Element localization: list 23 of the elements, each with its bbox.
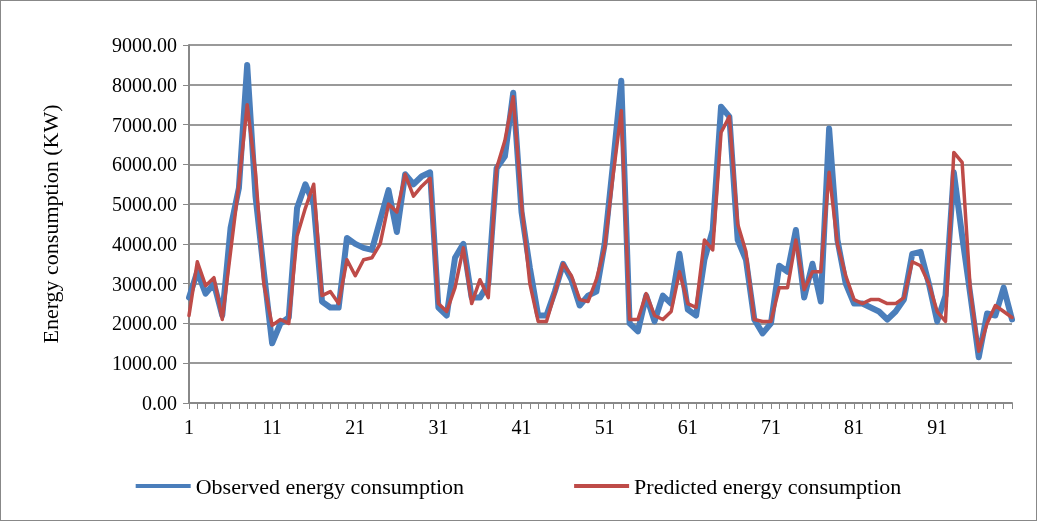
x-tick-label: 41: [511, 416, 532, 438]
y-tick-label: 1000.00: [112, 352, 177, 375]
x-tick-label: 11: [262, 416, 282, 438]
x-tick-label: 91: [927, 416, 948, 438]
y-tick-label: 2000.00: [112, 312, 177, 335]
y-tick-label: 9000.00: [112, 34, 177, 56]
legend-label: Predicted energy consumption: [634, 473, 902, 499]
x-tick-label: 81: [844, 416, 865, 438]
x-tick-label: 71: [760, 416, 781, 438]
legend-label: Observed energy consumption: [195, 473, 465, 499]
y-tick-label: 8000.00: [112, 73, 177, 96]
x-tick-label: 31: [428, 416, 449, 438]
x-tick-label: 21: [345, 416, 366, 438]
y-tick-label: 0.00: [142, 392, 177, 414]
x-tick-label: 51: [594, 416, 615, 438]
y-tick-label: 4000.00: [112, 232, 177, 255]
x-tick-label: 61: [677, 416, 698, 438]
y-axis-title: Energy consumption (KW): [37, 104, 63, 344]
y-tick-label: 6000.00: [112, 153, 177, 176]
y-tick-label: 7000.00: [112, 113, 177, 136]
y-tick-label: 5000.00: [112, 193, 177, 216]
x-tick-label: 1: [184, 416, 194, 438]
y-tick-label: 3000.00: [112, 272, 177, 295]
